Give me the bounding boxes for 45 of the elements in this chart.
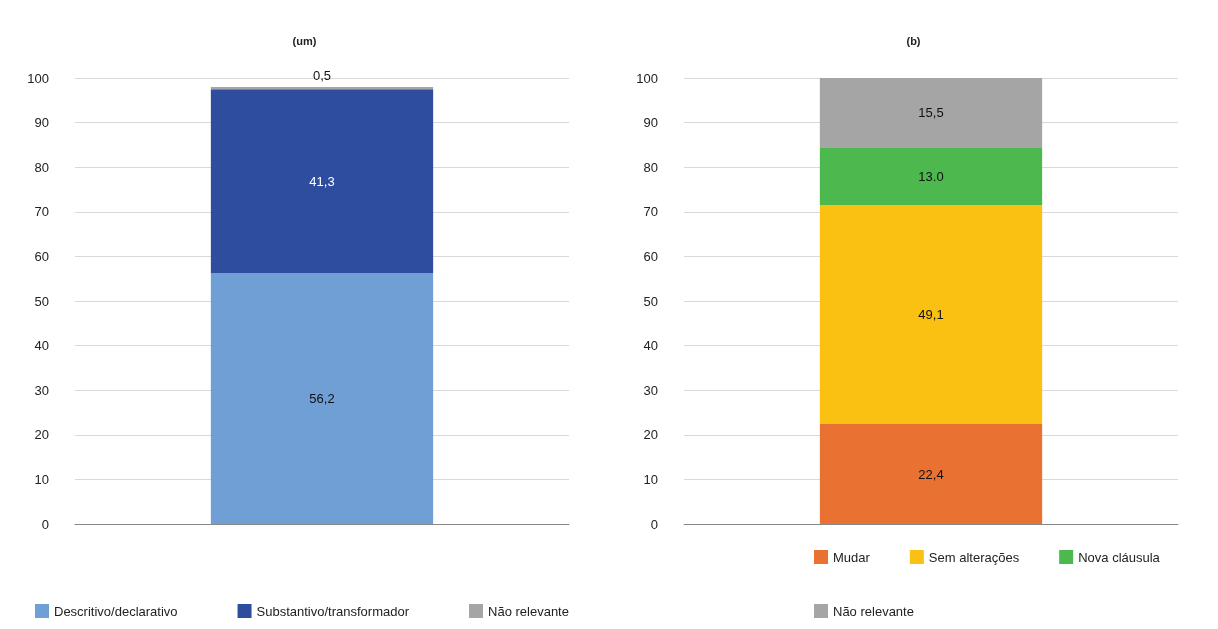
- y-tick-label: 60: [643, 248, 658, 264]
- y-tick-label: 10: [643, 471, 658, 487]
- legend-label: Nova cláusula: [1078, 549, 1161, 565]
- legend-label: Descritivo/declarativo: [54, 603, 178, 619]
- y-tick-label: 0: [41, 516, 49, 532]
- y-tick-label: 50: [643, 293, 658, 309]
- data-label: 0,5: [312, 67, 332, 83]
- y-tick-label: 100: [27, 70, 49, 86]
- y-tick-label: 70: [34, 204, 49, 220]
- data-label: 13.0: [918, 168, 944, 184]
- data-label: 41,3: [309, 173, 335, 189]
- y-tick-label: 40: [643, 338, 658, 354]
- y-tick-label: 90: [34, 115, 49, 131]
- y-tick-label: 80: [34, 159, 49, 175]
- y-tick-label: 40: [34, 338, 49, 354]
- legend-label: Sem alterações: [928, 549, 1020, 565]
- bar: [210, 89, 434, 274]
- bar: [210, 86, 434, 90]
- bar: [819, 424, 1043, 524]
- y-tick-label: 60: [34, 248, 49, 264]
- legend-label: Substantivo/transformador: [256, 603, 410, 619]
- y-tick-label: 80: [643, 159, 658, 175]
- y-tick-label: 0: [650, 516, 658, 532]
- data-label: 56,2: [309, 391, 335, 407]
- legend-label: Mudar: [833, 549, 871, 565]
- bar: [819, 147, 1043, 206]
- y-tick-label: 100: [636, 70, 658, 86]
- y-tick-label: 50: [34, 293, 49, 309]
- legend-label: Não relevante: [488, 603, 569, 619]
- data-label: 15,5: [918, 105, 944, 121]
- bar: [210, 273, 434, 524]
- y-tick-label: 90: [643, 115, 658, 131]
- data-label: 22,4: [918, 466, 944, 482]
- y-tick-label: 10: [34, 471, 49, 487]
- y-tick-label: 30: [34, 382, 49, 398]
- y-tick-label: 70: [643, 204, 658, 220]
- y-tick-label: 30: [643, 382, 658, 398]
- bar: [819, 78, 1043, 148]
- legend-label: Não relevante: [833, 603, 914, 619]
- bar: [819, 205, 1043, 425]
- y-tick-label: 20: [643, 427, 658, 443]
- chart-title: (b): [906, 34, 921, 47]
- y-tick-label: 20: [34, 427, 49, 443]
- chart-title: (um): [292, 34, 317, 47]
- data-label: 49,1: [918, 307, 944, 323]
